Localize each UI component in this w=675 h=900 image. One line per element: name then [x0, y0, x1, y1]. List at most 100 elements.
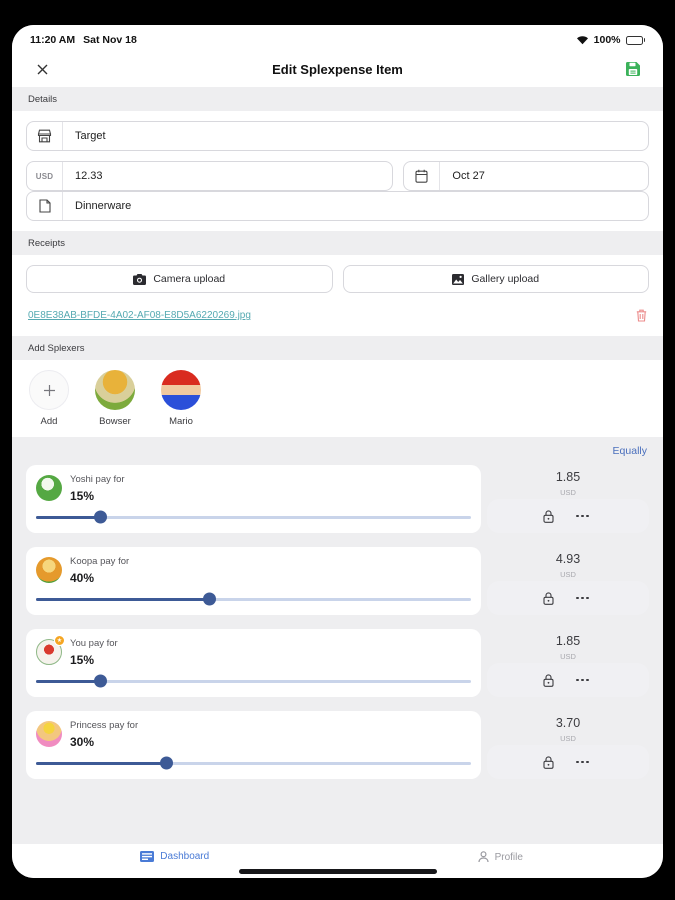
nav-dashboard[interactable]: Dashboard — [12, 851, 338, 862]
slider-thumb[interactable] — [94, 674, 108, 688]
split-row-princess: Princess pay for 30% 3.70 USD — [26, 711, 649, 779]
profile-label: Profile — [494, 851, 523, 863]
camera-upload-label: Camera upload — [153, 273, 226, 285]
description-value: Dinnerware — [75, 200, 132, 212]
split-label: Yoshi pay for — [70, 474, 125, 485]
add-splexer-button[interactable]: Add — [26, 370, 72, 427]
calendar-icon — [404, 162, 441, 190]
split-percent: 15% — [70, 489, 95, 503]
slider-thumb[interactable] — [203, 592, 216, 606]
splexer-mario[interactable]: Mario — [158, 370, 204, 427]
trash-icon — [636, 309, 647, 322]
splexer-name: Bowser — [99, 416, 131, 427]
lock-button[interactable] — [543, 755, 554, 769]
more-options-button[interactable] — [572, 511, 593, 522]
wifi-icon — [576, 35, 589, 45]
split-percent: 30% — [70, 735, 95, 749]
dashboard-label: Dashboard — [160, 851, 210, 862]
clock: 11:20 AM — [30, 34, 76, 46]
split-label: Koopa pay for — [70, 556, 130, 567]
slider-thumb[interactable] — [159, 756, 173, 770]
close-button[interactable] — [30, 57, 54, 81]
camera-icon — [133, 273, 147, 285]
camera-upload-button[interactable]: Camera upload — [26, 265, 333, 293]
split-amount: 1.85 — [555, 634, 581, 648]
split-label: You pay for — [70, 638, 118, 649]
lock-button[interactable] — [543, 509, 554, 523]
amount-field[interactable]: USD 12.33 — [26, 161, 394, 191]
split-percent: 15% — [70, 653, 95, 667]
split-row-koopa: Koopa pay for 40% 4.93 USD — [26, 547, 649, 615]
status-bar: 11:20 AM Sat Nov 18 100% — [12, 25, 663, 51]
percent-slider[interactable] — [36, 592, 471, 606]
split-amount: 3.70 — [555, 716, 581, 730]
currency-prefix: USD — [27, 162, 63, 190]
page-title: Edit Splexpense Item — [272, 61, 403, 77]
slider-thumb[interactable] — [94, 510, 108, 524]
toad-avatar: ★ — [36, 635, 65, 665]
split-list: Yoshi pay for 15% 1.85 USD — [12, 463, 663, 779]
percent-slider[interactable] — [36, 756, 471, 770]
percent-slider[interactable] — [36, 510, 471, 524]
dashboard-icon — [140, 851, 155, 862]
split-percent: 40% — [70, 571, 95, 585]
amount-value: 12.33 — [75, 170, 103, 182]
splexer-name: Mario — [169, 416, 193, 427]
splexers-section-label: Add Splexers — [28, 343, 85, 354]
receipts-section-label: Receipts — [28, 238, 65, 249]
princess-avatar — [36, 721, 62, 747]
nav-profile[interactable]: Profile — [338, 851, 664, 863]
battery-icon — [625, 35, 645, 45]
split-currency: USD — [560, 488, 576, 497]
add-splexer-label: Add — [40, 416, 58, 427]
bowser-avatar — [95, 370, 135, 410]
yoshi-avatar — [36, 475, 62, 501]
save-icon — [626, 62, 640, 76]
battery-percent: 100% — [593, 34, 621, 46]
receipt-file-link[interactable]: 0E8E38AB-BFDE-4A02-AF08-E8D5A6220269.jpg — [28, 310, 251, 321]
details-panel: Target USD 12.33 Oct 27 — [12, 111, 663, 231]
split-currency: USD — [560, 570, 576, 579]
profile-icon — [477, 851, 489, 863]
lock-button[interactable] — [543, 673, 554, 687]
split-row-you: ★ You pay for 15% 1.85 USD — [26, 629, 649, 697]
split-amount: 4.93 — [555, 552, 581, 566]
delete-receipt-button[interactable] — [636, 309, 647, 322]
close-icon — [37, 64, 48, 75]
save-button[interactable] — [621, 57, 645, 81]
plus-icon — [29, 370, 69, 410]
splexer-bowser[interactable]: Bowser — [92, 370, 138, 427]
home-indicator[interactable] — [238, 869, 437, 874]
gallery-upload-label: Gallery upload — [471, 273, 540, 285]
split-label: Princess pay for — [70, 720, 139, 731]
more-options-button[interactable] — [572, 757, 593, 768]
split-currency: USD — [560, 734, 576, 743]
app-header: Edit Splexpense Item — [12, 51, 663, 87]
split-currency: USD — [560, 652, 576, 661]
splexers-panel: Add Bowser Mario — [12, 360, 663, 437]
koopa-avatar — [36, 557, 62, 583]
details-section-label: Details — [28, 94, 58, 105]
split-amount: 1.85 — [555, 470, 581, 484]
receipts-panel: Camera upload Gallery upload 0E8E38AB-BF… — [12, 255, 663, 336]
date-field[interactable]: Oct 27 — [403, 161, 649, 191]
gallery-icon — [452, 273, 465, 285]
description-field[interactable]: Dinnerware — [26, 191, 649, 221]
merchant-field[interactable]: Target — [26, 121, 649, 151]
equally-link[interactable]: Equally — [612, 445, 647, 457]
lock-button[interactable] — [543, 591, 554, 605]
date-value: Oct 27 — [452, 170, 485, 182]
more-options-button[interactable] — [572, 675, 593, 686]
store-icon — [27, 122, 63, 150]
bottom-nav: Dashboard Profile — [12, 844, 663, 878]
more-options-button[interactable] — [572, 593, 593, 604]
document-icon — [27, 192, 63, 220]
gallery-upload-button[interactable]: Gallery upload — [342, 265, 649, 293]
owner-badge-icon: ★ — [54, 635, 65, 646]
date: Sat Nov 18 — [83, 34, 137, 46]
percent-slider[interactable] — [36, 674, 471, 688]
device-screen: 11:20 AM Sat Nov 18 100% Edit Splexpense… — [12, 25, 663, 878]
split-row-yoshi: Yoshi pay for 15% 1.85 USD — [26, 465, 649, 533]
merchant-value: Target — [75, 130, 106, 142]
mario-avatar — [161, 370, 201, 410]
